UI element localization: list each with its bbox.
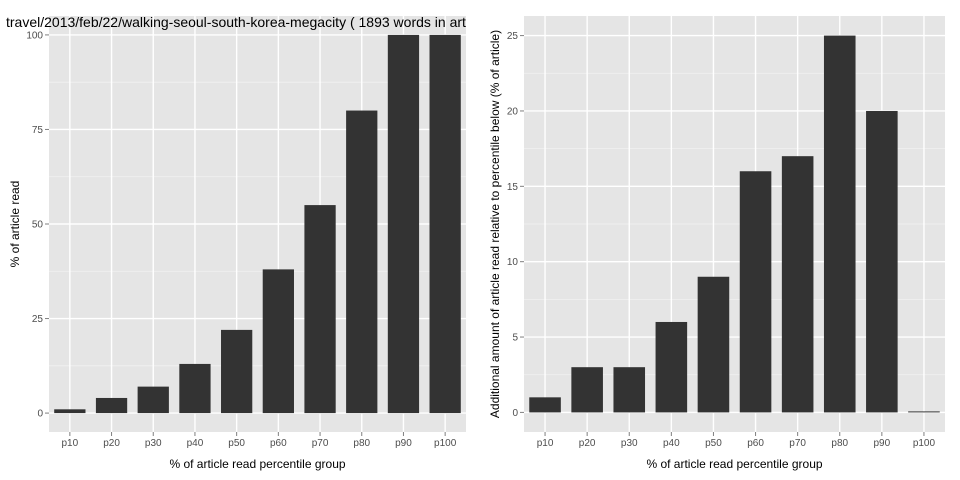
x-tick-label: p40 (187, 438, 204, 449)
x-tick-label: p100 (913, 438, 936, 449)
bar-p20 (95, 397, 128, 414)
right-bar-chart: 0 5 10 15 20 25 p10 p20 p30 p40 p50 p60 p70 p80 p90 p10… (488, 16, 945, 471)
bar-p70 (781, 156, 814, 413)
bar-p60 (739, 171, 772, 413)
y-tick-label: 100 (26, 30, 43, 41)
bar-p40 (179, 363, 211, 414)
y-axis-title: % of article read (8, 181, 22, 268)
bar-p10 (529, 397, 561, 413)
y-tick-label: 25 (507, 31, 519, 42)
chart-title: travel/2013/feb/22/walking-seoul-south-k… (6, 14, 466, 30)
bar-p60 (262, 269, 294, 414)
x-tick-label: p50 (228, 438, 245, 449)
y-tick-label: 10 (507, 257, 519, 268)
y-tick-label: 15 (507, 182, 519, 193)
x-tick-label: p10 (537, 438, 554, 449)
x-tick-label: p90 (874, 438, 891, 449)
x-tick-label: p20 (579, 438, 596, 449)
x-tick-label: p90 (395, 438, 412, 449)
y-tick-label: 50 (32, 220, 44, 231)
x-tick-label: p20 (103, 438, 120, 449)
y-tick-label: 0 (37, 409, 43, 420)
x-tick-label: p50 (705, 438, 722, 449)
x-tick-label: p30 (145, 438, 162, 449)
bar-p90 (387, 34, 420, 414)
x-tick-label: p70 (312, 438, 329, 449)
y-tick-label: 25 (32, 314, 44, 325)
bar-p30 (137, 386, 169, 414)
bar-p50 (221, 329, 253, 414)
x-tick-label: p60 (747, 438, 764, 449)
bar-p10 (54, 409, 86, 414)
y-tick-label: 20 (507, 106, 519, 117)
y-tick-label: 5 (512, 333, 518, 344)
bar-p80 (823, 35, 856, 413)
x-tick-label: p10 (62, 438, 79, 449)
bar-p30 (613, 367, 646, 413)
bar-p90 (866, 110, 898, 413)
bar-p80 (346, 110, 378, 414)
bar-p100 (908, 411, 940, 413)
bar-p70 (304, 205, 336, 414)
y-tick-label: 75 (32, 125, 44, 136)
x-tick-label: p40 (663, 438, 680, 449)
bar-p40 (655, 321, 688, 413)
x-tick-label: p80 (831, 438, 848, 449)
x-axis-title: % of article read percentile group (169, 457, 345, 471)
x-tick-label: p80 (353, 438, 370, 449)
x-axis-title: % of article read percentile group (646, 457, 822, 471)
bar-p20 (571, 367, 603, 413)
x-tick-label: p70 (789, 438, 806, 449)
y-tick-label: 0 (512, 408, 518, 419)
y-axis-title: Additional amount of article read relati… (488, 30, 502, 418)
left-bar-chart: 0 25 50 75 100 p10 p20 p30 p40 p50 p60 p70 p80 p90 p10… (6, 14, 466, 471)
x-tick-label: p30 (621, 438, 638, 449)
bar-p50 (697, 276, 730, 413)
bar-p100 (429, 34, 461, 414)
x-tick-label: p60 (270, 438, 287, 449)
x-tick-label: p100 (434, 438, 457, 449)
